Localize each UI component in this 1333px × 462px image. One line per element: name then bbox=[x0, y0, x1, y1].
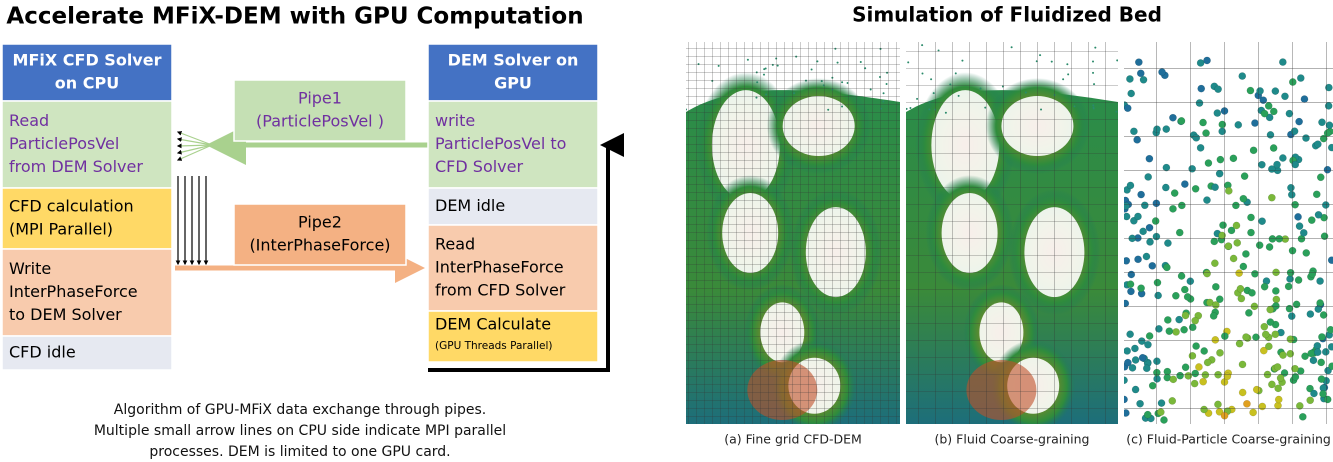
block bbox=[1, 248, 173, 337]
fan-arrow bbox=[176, 144, 213, 155]
block-text: (MPI Parallel) bbox=[9, 220, 113, 239]
block-text: DEM idle bbox=[435, 196, 505, 215]
block-text: GPU bbox=[494, 74, 532, 93]
fan-arrow bbox=[176, 143, 213, 149]
block-text: CFD calculation bbox=[9, 197, 134, 216]
block-text: Read bbox=[9, 111, 49, 130]
panel-caption: (c) Fluid-Particle Coarse-graining bbox=[1126, 432, 1331, 447]
block-text: CFD Solver bbox=[435, 157, 523, 176]
fan-arrow bbox=[176, 131, 213, 146]
block-text: DEM Calculate bbox=[435, 315, 551, 334]
block-text: ParticlePosVel to bbox=[435, 134, 566, 153]
block-text: DEM Solver on bbox=[448, 51, 579, 70]
block-text: from DEM Solver bbox=[9, 157, 143, 176]
block-text: write bbox=[435, 111, 475, 130]
grid bbox=[1124, 42, 1333, 424]
fan-arrow bbox=[176, 144, 213, 161]
block-text: (GPU Threads Parallel) bbox=[435, 340, 552, 352]
block bbox=[1, 100, 173, 189]
block bbox=[233, 203, 407, 266]
block-text: ParticlePosVel bbox=[9, 134, 119, 153]
block bbox=[427, 100, 599, 189]
block bbox=[1, 43, 173, 102]
block-text: Write bbox=[9, 259, 51, 278]
block-text: Pipe1 bbox=[298, 89, 342, 108]
block-text: (ParticlePosVel ) bbox=[256, 112, 384, 131]
block-text: from CFD Solver bbox=[435, 281, 566, 300]
simulation-panel bbox=[1124, 42, 1333, 424]
block bbox=[233, 79, 407, 142]
grid bbox=[686, 42, 900, 424]
simulation-images bbox=[686, 42, 1333, 424]
caption-line: Algorithm of GPU-MFiX data exchange thro… bbox=[114, 402, 486, 418]
block-text: MFiX CFD Solver bbox=[13, 51, 162, 70]
block-text: InterPhaseForce bbox=[435, 258, 564, 277]
panel-caption: (a) Fine grid CFD-DEM bbox=[724, 432, 862, 447]
block bbox=[1, 187, 173, 250]
block-text: InterPhaseForce bbox=[9, 282, 138, 301]
simulation-panel bbox=[906, 42, 1118, 424]
left-title: Accelerate MFiX-DEM with GPU Computation bbox=[6, 4, 583, 30]
block-text: CFD idle bbox=[9, 343, 76, 362]
block-text: Read bbox=[435, 235, 475, 254]
block bbox=[427, 224, 599, 312]
block-text: to DEM Solver bbox=[9, 305, 122, 324]
simulation-panel bbox=[686, 42, 900, 424]
block bbox=[1, 335, 173, 371]
caption-line: Multiple small arrow lines on CPU side i… bbox=[94, 423, 506, 439]
loop-arrow bbox=[428, 133, 624, 372]
fan-arrow bbox=[176, 137, 213, 146]
block bbox=[427, 310, 599, 363]
right-title: Simulation of Fluidized Bed bbox=[852, 3, 1162, 27]
panel-caption: (b) Fluid Coarse-graining bbox=[935, 432, 1090, 447]
block bbox=[427, 187, 599, 226]
grid bbox=[906, 42, 1118, 424]
block-text: Pipe2 bbox=[298, 213, 342, 232]
block-text: (InterPhaseForce) bbox=[249, 236, 390, 255]
arrows bbox=[175, 125, 624, 372]
caption-line: processes. DEM is limited to one GPU car… bbox=[149, 444, 450, 460]
block-text: on CPU bbox=[55, 74, 119, 93]
